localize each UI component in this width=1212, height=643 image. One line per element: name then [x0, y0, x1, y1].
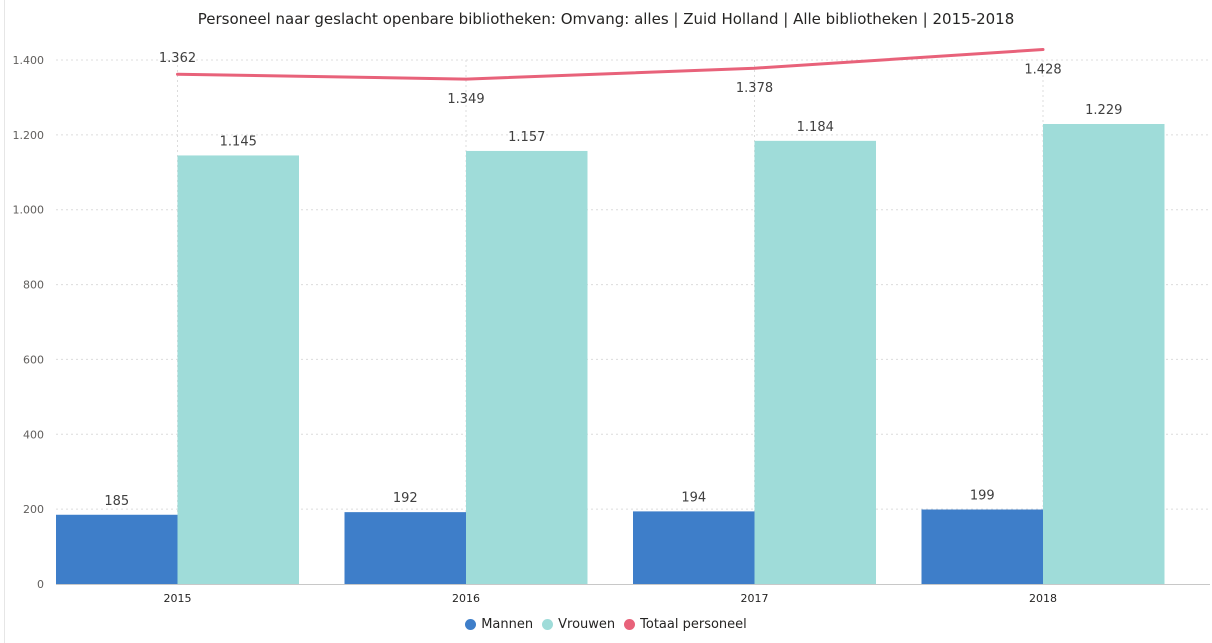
- bar-mannen: [633, 511, 755, 584]
- bar-data-label: 185: [104, 494, 129, 509]
- left-border: [4, 0, 5, 643]
- x-tick-label: 2017: [741, 592, 769, 605]
- bar-mannen: [344, 512, 466, 584]
- bar-vrouwen: [1043, 124, 1165, 584]
- bar-data-label: 1.184: [797, 120, 834, 135]
- y-tick-label: 200: [23, 503, 44, 516]
- bar-data-label: 199: [970, 489, 995, 504]
- legend-label: Vrouwen: [558, 617, 616, 632]
- line-totaal-personeel: [176, 48, 1045, 81]
- bar-vrouwen: [466, 150, 588, 585]
- legend-label: Totaal personeel: [640, 617, 747, 632]
- legend-label: Mannen: [481, 617, 534, 632]
- bar-vrouwen: [754, 140, 876, 585]
- bar-data-label: 1.145: [220, 134, 257, 149]
- legend-marker: [624, 619, 636, 630]
- x-tick-label: 2015: [164, 592, 192, 605]
- chart-title: Personeel naar geslacht openbare bibliot…: [197, 10, 1015, 28]
- line-data-label: 1.362: [159, 51, 196, 66]
- bar-data-label: 194: [681, 490, 706, 505]
- y-tick-label: 1.000: [13, 204, 45, 217]
- line-data-label: 1.378: [736, 81, 773, 96]
- legend-item[interactable]: Totaal personeel: [624, 617, 747, 632]
- x-tick-label: 2016: [452, 592, 480, 605]
- y-tick-label: 1.200: [13, 129, 45, 142]
- bar-data-label: 1.229: [1085, 103, 1122, 118]
- bar-data-label: 192: [393, 491, 418, 506]
- y-tick-label: 400: [23, 428, 44, 441]
- y-tick-label: 0: [37, 578, 44, 591]
- bar-mannen: [921, 509, 1043, 584]
- x-tick-label: 2018: [1029, 592, 1057, 605]
- bar-data-label: 1.157: [508, 130, 545, 145]
- line-data-label: 1.428: [1024, 63, 1061, 78]
- legend-marker: [542, 619, 554, 630]
- line-data-label: 1.349: [447, 92, 484, 107]
- y-tick-label: 600: [23, 353, 44, 366]
- legend-marker: [465, 619, 477, 630]
- legend-item[interactable]: Mannen: [465, 617, 533, 632]
- y-tick-label: 1.400: [13, 54, 45, 67]
- bar-mannen: [56, 514, 178, 584]
- y-tick-label: 800: [23, 279, 44, 292]
- legend-item[interactable]: Vrouwen: [542, 617, 615, 632]
- bar-vrouwen: [177, 155, 299, 584]
- legend: Mannen Vrouwen Totaal personeel: [0, 617, 1212, 632]
